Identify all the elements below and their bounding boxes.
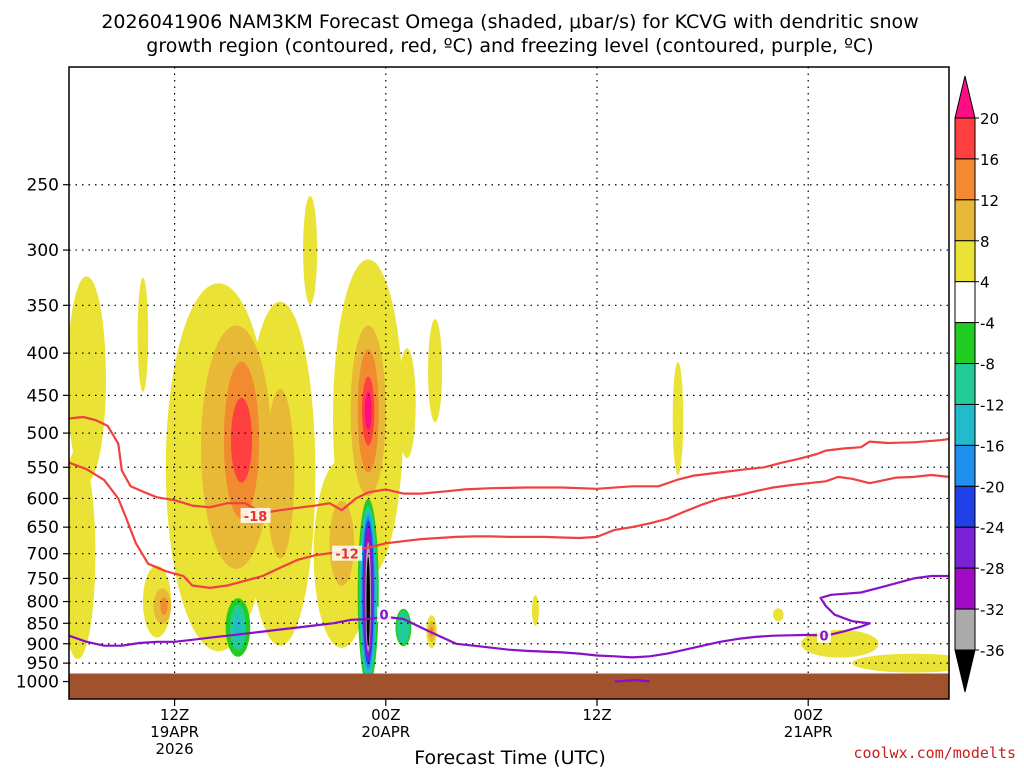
colorbar-box-3 [954,240,976,283]
y-tick-label-350: 350 [27,296,59,316]
x-tick-label-12: 12Z [160,706,189,724]
colorbar-box-10 [954,526,976,569]
title-line-2: growth region (contoured, red, ºC) and f… [146,35,873,57]
x-tick-date-24: 20APR [361,723,410,741]
x-tick-date-12: 19APR [150,723,199,741]
y-tick-label-700: 700 [27,545,59,565]
freezing-level-contour [69,574,949,659]
colorbar-label-4: 4 [980,274,990,292]
y-tick-label-550: 550 [27,458,59,478]
colorbar-label-5: -4 [980,315,995,333]
colorbar-label-8: -16 [980,437,1005,455]
x-tick-label-48: 00Z [794,706,823,724]
colorbar-box-11 [954,567,976,610]
omega-negative-region-6 [234,614,242,640]
y-tick-label-1000: 1000 [16,673,59,693]
chart-title: 2026041906 NAM3KM Forecast Omega (shaded… [101,11,918,57]
credit-text: coolwx.com/modelts [853,744,1016,762]
colorbar-label-11: -28 [980,560,1005,578]
plot-frame [68,66,950,700]
colorbar-label-0: 20 [980,110,999,128]
omega-positive-region-10 [428,319,443,423]
x-tick-label-36: 12Z [582,706,611,724]
colorbar-box-2 [954,199,976,242]
y-tick-label-900: 900 [27,635,59,655]
colorbar-box-6 [954,363,976,405]
terrain-band [69,673,949,699]
colorbar-box-5 [954,322,976,365]
omega-positive-region-13 [672,362,684,475]
omega-positive-region-14 [773,608,784,622]
omega-positive-region-30 [364,391,372,431]
colorbar-box-4 [954,281,976,324]
freezing-label-1: 0 [820,630,829,645]
freezing-level-segment [614,679,650,683]
y-tick-label-850: 850 [27,614,59,634]
colorbar-label-12: -32 [980,601,1005,619]
x-tick-label-24: 00Z [371,706,400,724]
omega-positive-region-9 [398,348,416,459]
x-tick-year-12: 2026 [156,740,194,758]
surface-terrain [69,673,949,699]
colorbar-box-1 [954,158,976,201]
title-line-1: 2026041906 NAM3KM Forecast Omega (shaded… [101,11,918,33]
colorbar-label-13: -36 [980,642,1005,660]
dendritic-label--12-bg [332,545,363,561]
colorbar-box-9 [954,485,976,528]
x-axis-label: Forecast Time (UTC) [414,747,605,768]
grid-lines [69,67,949,699]
omega-positive-region-15 [801,629,879,658]
colorbar-box-7 [954,403,976,446]
y-tick-label-500: 500 [27,424,59,444]
colorbar-label-2: 12 [980,192,999,210]
y-tick-label-950: 950 [27,654,59,674]
x-tick-date-48: 21APR [784,723,833,741]
freezing-label-0-bg [377,606,392,622]
colorbar-box-12 [954,608,976,651]
omega-positive-region-24 [160,597,168,615]
omega-positive-region-20 [266,388,295,559]
colorbar-box-8 [954,444,976,487]
y-tick-label-400: 400 [27,344,59,364]
y-tick-label-650: 650 [27,518,59,538]
dendritic-contour--12 [69,461,949,589]
dendritic-label--18: -18 [244,510,268,525]
y-tick-label-750: 750 [27,569,59,589]
dendritic-label--18-bg [240,507,271,523]
y-tick-label-450: 450 [27,386,59,406]
freezing-label-1-bg [817,627,832,643]
colorbar-label-1: 16 [980,151,999,169]
dendritic-contour--18 [69,415,949,515]
colorbar-bottom-arrow [954,649,976,693]
colorbar-label-6: -8 [980,356,995,374]
omega-positive-region-1 [69,276,106,482]
dendritic-label--12: -12 [335,548,359,563]
colorbar-label-3: 8 [980,233,990,251]
omega-positive-region-16 [852,653,949,673]
omega-positive-region-12 [531,595,539,626]
omega-positive-region-21 [329,500,355,586]
colorbar-top-arrow [954,75,976,119]
colorbar-label-7: -12 [980,396,1005,414]
pressure-axis: 2503003504004505005506006507007508008509… [16,176,69,693]
colorbar-label-9: -20 [980,478,1005,496]
y-tick-label-600: 600 [27,489,59,509]
contour-lines: -18 -12 0 0 [69,415,949,683]
freezing-label-0: 0 [380,609,389,624]
colorbar-legend: 20 16 12 8 4 -4 -8 -12 -16 -20 -24 -28 -32 -36 [954,75,1005,693]
omega-negative-region-5 [397,610,410,645]
colorbar-label-10: -24 [980,519,1005,537]
omega-positive-region-28 [230,397,253,483]
y-tick-label-250: 250 [27,176,59,196]
colorbar-box-0 [954,117,976,160]
y-tick-label-300: 300 [27,241,59,261]
y-tick-label-800: 800 [27,593,59,613]
omega-positive-region-2 [137,277,149,392]
